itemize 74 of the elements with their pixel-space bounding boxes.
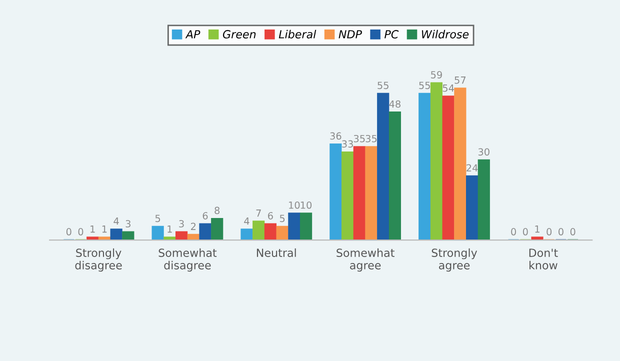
- data-label: 5: [155, 214, 160, 222]
- bar: [164, 236, 176, 240]
- x-tick-label: Somewhat agree: [336, 248, 394, 272]
- data-label: 35: [366, 134, 377, 142]
- bar: [110, 228, 122, 240]
- data-label: 0: [78, 228, 84, 236]
- bar: [152, 226, 164, 240]
- data-label: 8: [214, 206, 220, 214]
- bar: [276, 226, 288, 240]
- x-tick-label: Strongly agree: [432, 248, 478, 272]
- x-tick-label: Don't know: [529, 248, 558, 270]
- bar: [98, 236, 110, 240]
- bar: [341, 151, 354, 240]
- data-label: 57: [454, 76, 466, 84]
- data-label: 4: [244, 218, 250, 225]
- x-tick-label: Neutral: [256, 248, 296, 257]
- bar: [122, 231, 134, 240]
- data-label: 59: [431, 71, 442, 78]
- bar: [377, 92, 390, 240]
- data-label: 10: [289, 201, 300, 209]
- legend-label: NDP: [338, 30, 362, 38]
- legend-label: Wildrose: [422, 30, 469, 38]
- legend-label: Green: [222, 30, 256, 38]
- bar: [252, 220, 265, 240]
- bar: [199, 223, 212, 240]
- data-label: 0: [546, 228, 552, 236]
- data-label: 6: [202, 212, 208, 220]
- legend-label: Liberal: [278, 30, 316, 38]
- bar: [300, 212, 312, 240]
- x-tick-label: Strongly disagree: [75, 248, 122, 272]
- bar: [175, 231, 188, 240]
- bar: [531, 236, 544, 240]
- bar: [466, 175, 478, 240]
- bar: [365, 146, 378, 240]
- data-label: 0: [570, 228, 576, 236]
- data-label: 10: [300, 201, 312, 209]
- legend-label: AP: [185, 30, 200, 38]
- bar: [478, 159, 490, 240]
- data-label: 33: [342, 140, 353, 148]
- bar: [264, 223, 277, 240]
- bar: [330, 143, 342, 240]
- data-label: 1: [535, 226, 540, 233]
- data-label: 4: [114, 218, 119, 225]
- bar: [418, 92, 431, 240]
- bar: [288, 212, 300, 240]
- data-label: 0: [511, 228, 516, 236]
- data-label: 2: [190, 222, 196, 230]
- data-label: 3: [126, 220, 130, 228]
- data-label: 35: [354, 134, 365, 142]
- legend-label: PC: [384, 30, 399, 38]
- data-label: 36: [330, 132, 342, 140]
- data-label: 0: [522, 228, 528, 236]
- data-label: 0: [558, 228, 564, 236]
- bar: [442, 96, 454, 240]
- data-label: 3: [179, 220, 184, 228]
- data-label: 55: [419, 82, 430, 90]
- data-label: 5: [280, 214, 285, 222]
- bar: [240, 228, 253, 240]
- bar: [353, 146, 366, 240]
- data-label: 1: [168, 226, 172, 233]
- data-label: 1: [102, 226, 107, 233]
- data-label: 1: [90, 226, 95, 233]
- bar: [86, 236, 99, 240]
- bar: [430, 82, 443, 240]
- bar: [211, 218, 224, 240]
- data-label: 54: [442, 84, 454, 92]
- bar: [388, 112, 402, 240]
- data-label: 30: [478, 148, 490, 156]
- data-label: 55: [378, 82, 388, 90]
- x-tick-label: Somewhat disagree: [158, 248, 217, 272]
- data-label: 0: [66, 228, 72, 236]
- data-label: 6: [268, 212, 273, 220]
- bar: [454, 88, 466, 240]
- data-label: 7: [256, 210, 261, 217]
